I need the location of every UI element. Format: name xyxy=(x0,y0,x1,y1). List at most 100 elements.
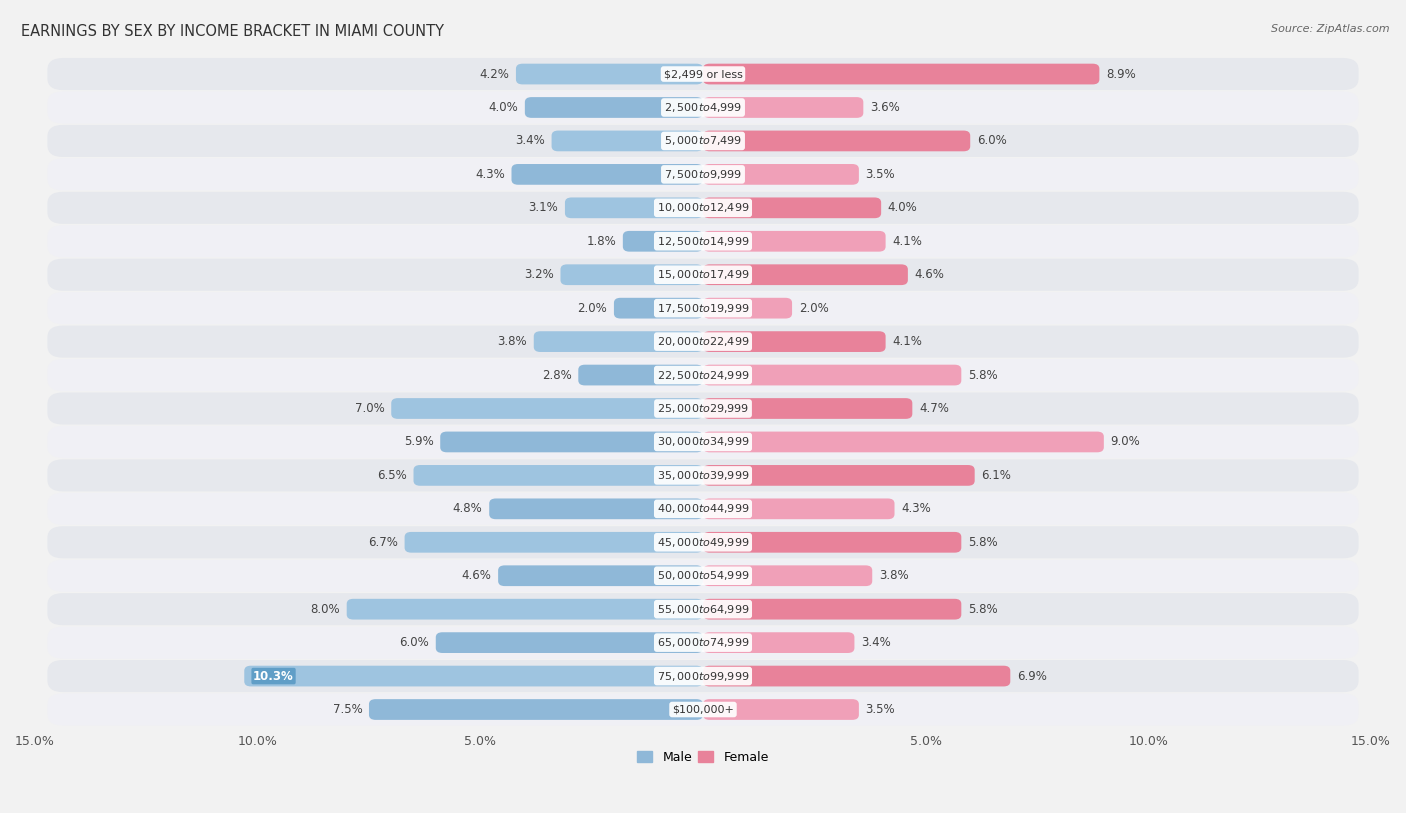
Text: 3.8%: 3.8% xyxy=(498,335,527,348)
FancyBboxPatch shape xyxy=(48,593,1358,625)
FancyBboxPatch shape xyxy=(703,264,908,285)
Text: $10,000 to $12,499: $10,000 to $12,499 xyxy=(657,202,749,215)
Text: 3.2%: 3.2% xyxy=(524,268,554,281)
FancyBboxPatch shape xyxy=(551,131,703,151)
FancyBboxPatch shape xyxy=(48,292,1358,324)
Text: 4.1%: 4.1% xyxy=(893,235,922,248)
FancyBboxPatch shape xyxy=(48,627,1358,659)
Text: 5.8%: 5.8% xyxy=(967,602,998,615)
Text: $12,500 to $14,999: $12,500 to $14,999 xyxy=(657,235,749,248)
FancyBboxPatch shape xyxy=(48,192,1358,224)
Text: 6.0%: 6.0% xyxy=(399,636,429,649)
Text: $25,000 to $29,999: $25,000 to $29,999 xyxy=(657,402,749,415)
FancyBboxPatch shape xyxy=(489,498,703,520)
FancyBboxPatch shape xyxy=(347,599,703,620)
Text: 1.8%: 1.8% xyxy=(586,235,616,248)
FancyBboxPatch shape xyxy=(48,660,1358,692)
FancyBboxPatch shape xyxy=(703,699,859,720)
FancyBboxPatch shape xyxy=(524,97,703,118)
FancyBboxPatch shape xyxy=(498,565,703,586)
Text: 3.5%: 3.5% xyxy=(866,167,896,180)
FancyBboxPatch shape xyxy=(48,559,1358,592)
Text: 6.7%: 6.7% xyxy=(368,536,398,549)
Text: $65,000 to $74,999: $65,000 to $74,999 xyxy=(657,636,749,649)
Text: 3.1%: 3.1% xyxy=(529,202,558,215)
Text: 4.1%: 4.1% xyxy=(893,335,922,348)
Text: $100,000+: $100,000+ xyxy=(672,705,734,715)
Text: 4.3%: 4.3% xyxy=(901,502,931,515)
Text: 2.0%: 2.0% xyxy=(799,302,828,315)
Text: $7,500 to $9,999: $7,500 to $9,999 xyxy=(664,167,742,180)
Text: 3.4%: 3.4% xyxy=(515,134,546,147)
Text: 6.1%: 6.1% xyxy=(981,469,1011,482)
Text: $35,000 to $39,999: $35,000 to $39,999 xyxy=(657,469,749,482)
Text: 4.7%: 4.7% xyxy=(920,402,949,415)
Text: $55,000 to $64,999: $55,000 to $64,999 xyxy=(657,602,749,615)
Text: 9.0%: 9.0% xyxy=(1111,436,1140,449)
FancyBboxPatch shape xyxy=(48,393,1358,424)
FancyBboxPatch shape xyxy=(48,125,1358,157)
FancyBboxPatch shape xyxy=(703,63,1099,85)
FancyBboxPatch shape xyxy=(48,159,1358,190)
FancyBboxPatch shape xyxy=(245,666,703,686)
FancyBboxPatch shape xyxy=(48,459,1358,491)
Text: 7.5%: 7.5% xyxy=(333,703,363,716)
FancyBboxPatch shape xyxy=(578,365,703,385)
Text: 8.0%: 8.0% xyxy=(311,602,340,615)
FancyBboxPatch shape xyxy=(48,493,1358,525)
FancyBboxPatch shape xyxy=(48,225,1358,258)
Text: 3.8%: 3.8% xyxy=(879,569,908,582)
FancyBboxPatch shape xyxy=(703,231,886,252)
Text: 4.2%: 4.2% xyxy=(479,67,509,80)
Text: 4.6%: 4.6% xyxy=(461,569,492,582)
Text: 4.6%: 4.6% xyxy=(914,268,945,281)
FancyBboxPatch shape xyxy=(391,398,703,419)
FancyBboxPatch shape xyxy=(368,699,703,720)
FancyBboxPatch shape xyxy=(703,532,962,553)
FancyBboxPatch shape xyxy=(534,331,703,352)
Text: $2,499 or less: $2,499 or less xyxy=(664,69,742,79)
FancyBboxPatch shape xyxy=(703,432,1104,452)
Text: 3.5%: 3.5% xyxy=(866,703,896,716)
Text: 4.8%: 4.8% xyxy=(453,502,482,515)
FancyBboxPatch shape xyxy=(561,264,703,285)
FancyBboxPatch shape xyxy=(436,633,703,653)
FancyBboxPatch shape xyxy=(703,198,882,218)
Legend: Male, Female: Male, Female xyxy=(633,746,773,769)
FancyBboxPatch shape xyxy=(565,198,703,218)
FancyBboxPatch shape xyxy=(48,259,1358,291)
FancyBboxPatch shape xyxy=(703,97,863,118)
FancyBboxPatch shape xyxy=(703,398,912,419)
FancyBboxPatch shape xyxy=(703,498,894,520)
FancyBboxPatch shape xyxy=(405,532,703,553)
FancyBboxPatch shape xyxy=(703,298,792,319)
FancyBboxPatch shape xyxy=(703,164,859,185)
FancyBboxPatch shape xyxy=(413,465,703,485)
FancyBboxPatch shape xyxy=(48,58,1358,90)
FancyBboxPatch shape xyxy=(48,359,1358,391)
Text: 4.0%: 4.0% xyxy=(887,202,918,215)
Text: $20,000 to $22,499: $20,000 to $22,499 xyxy=(657,335,749,348)
Text: $15,000 to $17,499: $15,000 to $17,499 xyxy=(657,268,749,281)
FancyBboxPatch shape xyxy=(703,365,962,385)
Text: 7.0%: 7.0% xyxy=(354,402,385,415)
Text: 6.5%: 6.5% xyxy=(377,469,406,482)
Text: $17,500 to $19,999: $17,500 to $19,999 xyxy=(657,302,749,315)
FancyBboxPatch shape xyxy=(703,565,872,586)
Text: 3.6%: 3.6% xyxy=(870,101,900,114)
Text: $75,000 to $99,999: $75,000 to $99,999 xyxy=(657,670,749,683)
Text: $50,000 to $54,999: $50,000 to $54,999 xyxy=(657,569,749,582)
Text: 10.3%: 10.3% xyxy=(253,670,294,683)
Text: 5.9%: 5.9% xyxy=(404,436,433,449)
Text: $5,000 to $7,499: $5,000 to $7,499 xyxy=(664,134,742,147)
FancyBboxPatch shape xyxy=(440,432,703,452)
FancyBboxPatch shape xyxy=(623,231,703,252)
FancyBboxPatch shape xyxy=(703,465,974,485)
FancyBboxPatch shape xyxy=(703,666,1011,686)
FancyBboxPatch shape xyxy=(48,91,1358,124)
FancyBboxPatch shape xyxy=(703,599,962,620)
FancyBboxPatch shape xyxy=(48,526,1358,559)
Text: $2,500 to $4,999: $2,500 to $4,999 xyxy=(664,101,742,114)
FancyBboxPatch shape xyxy=(48,693,1358,725)
Text: 2.0%: 2.0% xyxy=(578,302,607,315)
